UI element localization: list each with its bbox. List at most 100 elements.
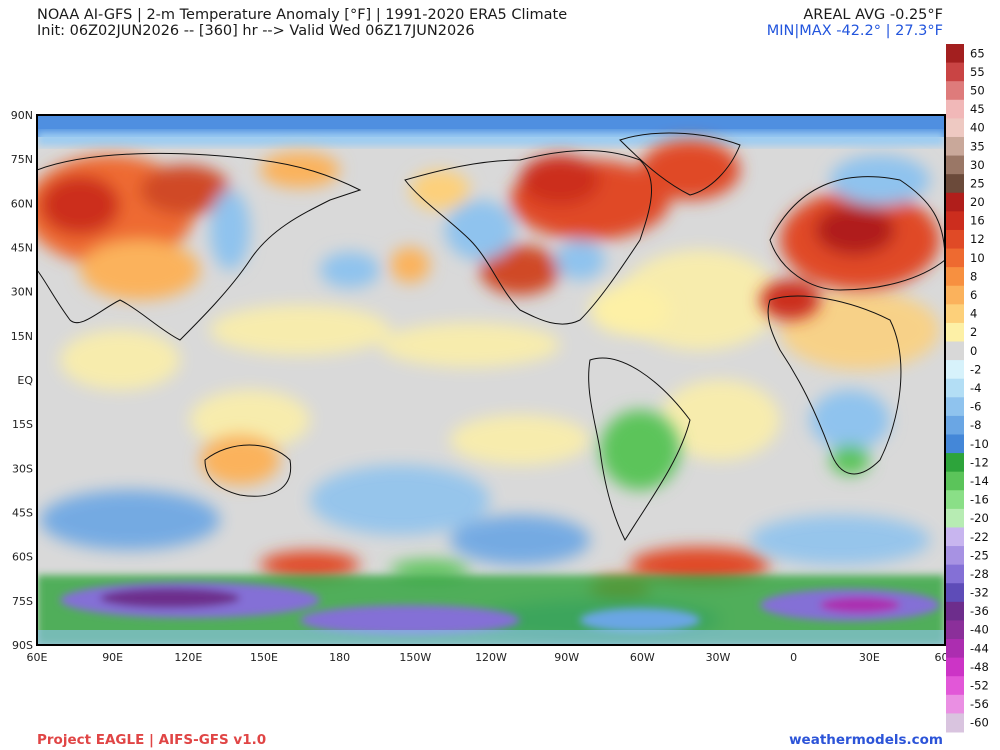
colorbar-swatch bbox=[946, 713, 964, 733]
colorbar-label: -32 bbox=[970, 586, 989, 600]
lon-label: 90E bbox=[102, 651, 123, 664]
colorbar-label: -6 bbox=[970, 400, 981, 414]
lat-label: 60N bbox=[11, 197, 33, 210]
colorbar-label: 2 bbox=[970, 325, 977, 339]
colorbar-label: -52 bbox=[970, 679, 989, 693]
lat-label: 15N bbox=[11, 330, 33, 343]
colorbar-label: -10 bbox=[970, 437, 989, 451]
colorbar-label: 0 bbox=[970, 344, 977, 358]
colorbar-label: 20 bbox=[970, 195, 985, 209]
header-init: Init: 06Z02JUN2026 -- [360] hr --> Valid… bbox=[37, 23, 475, 39]
colorbar-swatch bbox=[946, 378, 964, 398]
latitude-axis: 90N 75N 60N 45N 30N 15N EQ 15S 30S 45S 60S 75S 90S bbox=[11, 109, 34, 652]
colorbar-swatch bbox=[946, 81, 964, 101]
colorbar-label: 6 bbox=[970, 288, 977, 302]
colorbar-swatch bbox=[946, 508, 964, 528]
colorbar-label: -20 bbox=[970, 511, 989, 525]
colorbar-swatch bbox=[946, 490, 964, 510]
longitude-axis: 60E 90E 120E 150E 180 150W 120W 90W 60W 30W 0 30E 60… bbox=[27, 651, 956, 664]
lon-label: 60W bbox=[630, 651, 655, 664]
colorbar-swatch bbox=[946, 322, 964, 343]
lon-label: 150W bbox=[399, 651, 431, 664]
colorbar-label: -22 bbox=[970, 530, 989, 544]
coastlines bbox=[37, 132, 945, 542]
colorbar-label: 45 bbox=[970, 102, 985, 116]
colorbar-swatch bbox=[946, 267, 964, 287]
colorbar-label: -14 bbox=[970, 474, 989, 488]
colorbar-swatch bbox=[946, 285, 964, 305]
colorbar-swatch bbox=[946, 211, 964, 231]
colorbar-swatch bbox=[946, 118, 964, 138]
lon-label: 60E bbox=[27, 651, 48, 664]
lon-label: 120W bbox=[475, 651, 507, 664]
lon-label: 180 bbox=[329, 651, 350, 664]
colorbar-label: -8 bbox=[970, 418, 981, 432]
colorbar-swatch bbox=[946, 564, 964, 584]
lon-label: 90W bbox=[554, 651, 579, 664]
lat-label: 60S bbox=[12, 551, 33, 564]
colorbar-swatch bbox=[946, 471, 964, 491]
colorbar-swatch bbox=[946, 397, 964, 417]
colorbar-swatch bbox=[946, 639, 964, 659]
colorbar: 65555045403530252016121086420-2-4-6-8-10… bbox=[946, 44, 989, 733]
lon-label: 120E bbox=[174, 651, 202, 664]
colorbar-swatch bbox=[946, 192, 964, 212]
lat-label: EQ bbox=[17, 374, 33, 387]
colorbar-swatch bbox=[946, 694, 964, 714]
lat-label: 30N bbox=[11, 286, 33, 299]
footer-site-link[interactable]: weathermodels.com bbox=[789, 732, 943, 748]
colorbar-swatch bbox=[946, 174, 964, 194]
colorbar-swatch bbox=[946, 44, 964, 64]
colorbar-label: -56 bbox=[970, 697, 989, 711]
colorbar-swatch bbox=[946, 360, 964, 380]
colorbar-swatch bbox=[946, 229, 964, 250]
colorbar-label: -36 bbox=[970, 604, 989, 618]
colorbar-swatch bbox=[946, 434, 964, 454]
colorbar-label: -48 bbox=[970, 660, 989, 674]
lat-label: 75N bbox=[11, 153, 33, 166]
colorbar-label: -28 bbox=[970, 567, 989, 581]
colorbar-label: 12 bbox=[970, 232, 985, 246]
min-max: MIN|MAX -42.2° | 27.3°F bbox=[766, 23, 943, 39]
lat-label: 45S bbox=[12, 507, 33, 520]
areal-average: AREAL AVG -0.25°F bbox=[803, 7, 943, 23]
colorbar-swatch bbox=[946, 546, 964, 566]
lat-label: 90N bbox=[11, 109, 33, 122]
colorbar-swatch bbox=[946, 601, 964, 621]
colorbar-swatch bbox=[946, 620, 964, 640]
colorbar-swatch bbox=[946, 99, 964, 119]
lat-label: 90S bbox=[12, 639, 33, 652]
colorbar-label: -40 bbox=[970, 623, 989, 637]
colorbar-swatch bbox=[946, 62, 964, 82]
colorbar-label: 35 bbox=[970, 139, 985, 153]
colorbar-label: 65 bbox=[970, 46, 985, 60]
footer-project: Project EAGLE | AIFS-GFS v1.0 bbox=[37, 732, 267, 748]
lat-label: 75S bbox=[12, 595, 33, 608]
lon-label: 0 bbox=[790, 651, 797, 664]
colorbar-label: 8 bbox=[970, 269, 977, 283]
colorbar-swatch bbox=[946, 657, 964, 677]
lon-label: 150E bbox=[250, 651, 278, 664]
colorbar-swatch bbox=[946, 583, 964, 603]
colorbar-swatch bbox=[946, 155, 964, 175]
lat-label: 15S bbox=[12, 418, 33, 431]
colorbar-label: 40 bbox=[970, 121, 985, 135]
colorbar-label: 16 bbox=[970, 214, 985, 228]
colorbar-swatch bbox=[946, 527, 964, 547]
lon-label: 30W bbox=[706, 651, 731, 664]
colorbar-swatch bbox=[946, 453, 964, 473]
colorbar-swatch bbox=[946, 136, 964, 157]
colorbar-label: -12 bbox=[970, 455, 989, 469]
colorbar-label: -4 bbox=[970, 381, 981, 395]
lat-label: 45N bbox=[11, 242, 33, 255]
colorbar-swatch bbox=[946, 415, 964, 435]
colorbar-swatch bbox=[946, 304, 964, 324]
colorbar-label: 4 bbox=[970, 307, 977, 321]
lat-label: 30S bbox=[12, 462, 33, 475]
colorbar-label: -16 bbox=[970, 493, 989, 507]
colorbar-label: -2 bbox=[970, 362, 981, 376]
colorbar-label: -25 bbox=[970, 548, 989, 562]
colorbar-label: -60 bbox=[970, 716, 989, 730]
colorbar-label: 55 bbox=[970, 65, 985, 79]
